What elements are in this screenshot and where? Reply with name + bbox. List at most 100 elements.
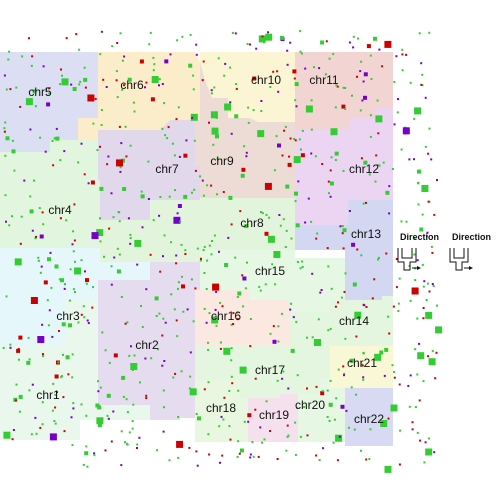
marker-point (229, 438, 232, 441)
marker-point (344, 87, 347, 89)
marker-point (154, 296, 159, 301)
marker-point (366, 44, 371, 49)
marker-point (385, 190, 390, 195)
marker-point (106, 393, 111, 398)
label-chr18: chr18 (206, 401, 236, 415)
marker-point (368, 173, 371, 176)
marker-point (360, 157, 363, 160)
marker-point (41, 211, 44, 214)
marker-point (127, 77, 132, 82)
marker-point (234, 32, 237, 35)
marker-point (332, 53, 335, 56)
marker-point (120, 464, 123, 467)
marker-point (254, 377, 257, 380)
marker-point (344, 337, 347, 340)
marker-point (163, 406, 165, 409)
marker-point (164, 321, 167, 324)
marker-point (153, 63, 156, 66)
marker-point (125, 155, 128, 158)
marker-point (242, 276, 247, 281)
marker-point (306, 387, 308, 390)
marker-point (436, 179, 438, 181)
marker-point (188, 63, 193, 68)
marker-point (236, 311, 239, 314)
marker-point (218, 250, 220, 253)
marker-point (419, 227, 424, 232)
marker-point (15, 86, 18, 89)
marker-point (111, 45, 114, 48)
marker-point (96, 229, 104, 237)
marker-point (387, 315, 390, 318)
marker-point (258, 285, 261, 288)
marker-point (334, 305, 337, 308)
marker-point (344, 272, 347, 275)
marker-point (128, 354, 131, 357)
marker-point (162, 317, 165, 320)
marker-point (315, 454, 318, 457)
marker-point (418, 32, 421, 35)
marker-point (384, 465, 392, 473)
marker-point (392, 305, 395, 308)
marker-point (249, 453, 252, 456)
region-chr5 (0, 52, 98, 152)
marker-point (15, 383, 18, 386)
marker-point (70, 416, 73, 419)
marker-point (267, 31, 269, 34)
marker-point (378, 164, 381, 167)
marker-point (265, 213, 268, 216)
marker-point (150, 97, 155, 102)
marker-point (158, 214, 161, 217)
marker-point (334, 151, 339, 156)
marker-point (397, 302, 400, 305)
marker-point (139, 59, 144, 64)
marker-point (99, 386, 102, 389)
marker-point (427, 437, 430, 440)
marker-point (94, 97, 97, 100)
marker-point (18, 335, 23, 340)
region-chr7 (98, 120, 200, 220)
marker-point (177, 281, 180, 284)
marker-point (319, 291, 322, 294)
marker-point (215, 324, 218, 327)
marker-point (14, 399, 17, 402)
marker-point (425, 311, 433, 319)
marker-point (221, 454, 224, 457)
marker-point (352, 282, 357, 287)
marker-point (91, 232, 99, 240)
marker-point (414, 279, 417, 282)
marker-point (178, 155, 181, 158)
label-chr9: chr9 (210, 154, 234, 168)
marker-point (96, 417, 104, 425)
marker-point (427, 355, 430, 358)
marker-point (237, 440, 240, 443)
marker-point (28, 389, 31, 392)
marker-point (224, 103, 232, 111)
marker-point (370, 78, 373, 80)
marker-point (35, 235, 37, 238)
region-chr22 (345, 388, 393, 446)
marker-point (232, 312, 235, 315)
marker-point (193, 188, 196, 191)
marker-point (207, 381, 210, 384)
label-chr14: chr14 (339, 314, 369, 328)
marker-point (87, 182, 90, 185)
marker-point (336, 85, 339, 88)
marker-point (223, 347, 231, 355)
marker-point (261, 35, 264, 38)
marker-point (72, 407, 75, 410)
marker-point (77, 161, 80, 164)
marker-point (205, 321, 208, 324)
marker-point (318, 459, 321, 461)
marker-point (427, 200, 430, 203)
marker-point (245, 155, 248, 158)
marker-point (348, 41, 351, 44)
marker-point (247, 106, 250, 109)
marker-point (97, 380, 100, 383)
marker-point (249, 345, 252, 348)
marker-point (249, 456, 252, 459)
marker-point (68, 323, 72, 328)
marker-point (5, 88, 8, 91)
marker-point (115, 70, 118, 73)
marker-point (202, 249, 205, 251)
marker-point (38, 207, 41, 210)
